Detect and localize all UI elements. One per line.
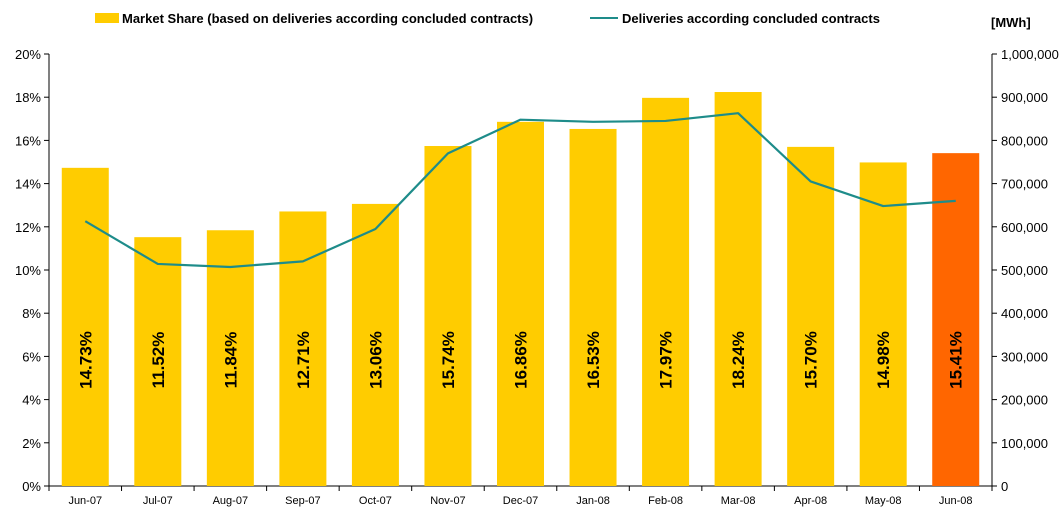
right-tick-label: 600,000 [1001,220,1048,235]
x-tick-label: Apr-08 [794,495,827,507]
bar-data-label: 15.70% [802,331,821,389]
left-tick-label: 2% [22,436,41,451]
data-labels: 14.73% 11.52% 11.84% 12.71% 13.06% 15.74% 16.8… [76,331,965,389]
bar-data-label: 12.71% [294,331,313,389]
bar [714,92,762,487]
bar [569,128,617,486]
bar [497,121,544,486]
right-tick-label: 100,000 [1001,436,1048,451]
bars [61,92,980,487]
bar-data-label: 15.41% [947,331,966,389]
left-tick-label: 16% [15,133,41,148]
legend-swatch-market-share [95,13,119,23]
bar-data-label: 13.06% [366,331,385,389]
left-tick-label: 8% [22,306,41,321]
x-tick-label: Jul-07 [143,495,173,507]
left-tick-label: 6% [22,349,41,364]
x-tick-label: Jun-08 [939,495,973,507]
bar [932,153,980,487]
bar [134,237,182,486]
left-tick-label: 0% [22,479,41,494]
right-tick-label: 800,000 [1001,133,1048,148]
deliveries-line [84,112,956,269]
right-tick-label: 900,000 [1001,90,1048,105]
right-tick-label: 0 [1001,479,1008,494]
right-axis-unit: [MWh] [991,15,1031,30]
left-tick-label: 18% [15,90,41,105]
bar-data-label: 18.24% [729,331,748,389]
legend-label-market-share: Market Share (based on deliveries accord… [122,11,533,26]
bar-data-label: 16.86% [512,331,531,389]
x-tick-label: Nov-07 [430,495,465,507]
right-tick-label: 200,000 [1001,393,1048,408]
bar [351,203,399,487]
x-tick-label: Oct-07 [359,495,392,507]
right-tick-label: 700,000 [1001,177,1048,192]
legend-label-deliveries: Deliveries according concluded contracts [622,11,880,26]
x-tick-label: Feb-08 [648,495,683,507]
bar-data-label: 14.73% [76,331,95,389]
bar [279,211,327,487]
x-tick-label: May-08 [865,495,902,507]
x-tick-label: Sep-07 [285,495,320,507]
x-tick-label: Dec-07 [503,495,538,507]
right-tick-label: 300,000 [1001,349,1048,364]
bar-data-label: 17.97% [657,331,676,389]
axes: 0% 2% 4% 6% 8% 10% 12% 14% 16% 18% 20% 0 100,000 200,… [15,47,1059,507]
bar [787,146,835,486]
bar-data-label: 15.74% [439,331,458,389]
left-tick-label: 14% [15,177,41,192]
right-tick-label: 400,000 [1001,306,1048,321]
left-tick-label: 20% [15,47,41,62]
bar-data-label: 11.52% [149,332,168,389]
bar-data-label: 14.98% [874,331,893,389]
x-tick-label: Mar-08 [721,495,756,507]
legend: Market Share (based on deliveries accord… [95,11,880,26]
x-tick-label: Jan-08 [576,495,610,507]
bar [206,230,254,486]
left-tick-label: 12% [15,220,41,235]
bar [859,162,907,486]
right-tick-label: 1,000,000 [1001,47,1059,62]
bar-data-label: 11.84% [221,332,240,389]
bar [642,97,690,487]
bar-data-label: 16.53% [584,331,603,389]
left-tick-label: 10% [15,263,41,278]
bar [424,146,472,487]
bar [61,167,109,486]
x-tick-label: Jun-07 [68,495,102,507]
right-tick-label: 500,000 [1001,263,1048,278]
x-tick-label: Aug-07 [213,495,248,507]
left-tick-label: 4% [22,393,41,408]
